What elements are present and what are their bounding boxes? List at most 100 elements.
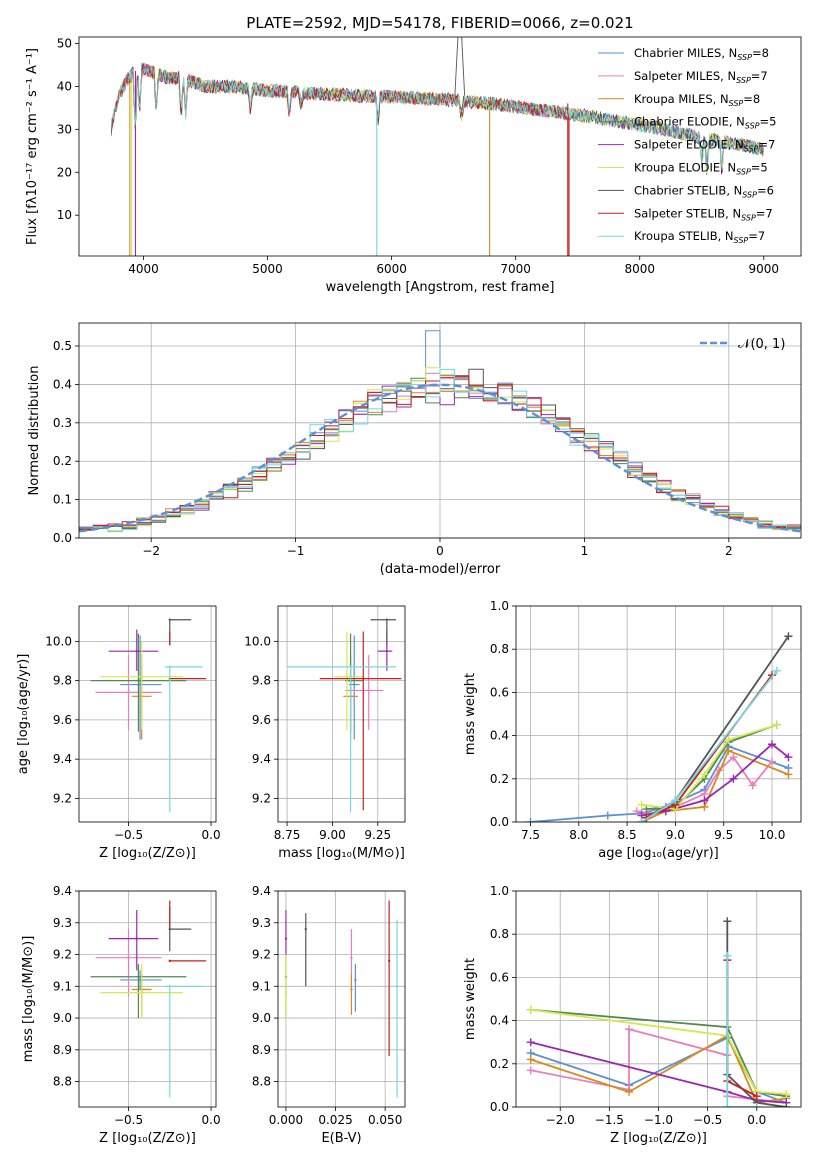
tick-label-y: 9.0 (53, 1011, 72, 1025)
weight-marker (729, 774, 738, 783)
weight-line (726, 960, 758, 1098)
data-point (135, 937, 138, 940)
data-point (138, 683, 142, 686)
plot-area (90, 900, 207, 1098)
legend-label: 𝒩(0, 1) (738, 337, 785, 352)
data-point (387, 959, 391, 963)
legend-label: Chabrier ELODIE, NSSP=5 (634, 115, 776, 131)
tick-label-x: 0.0 (747, 1113, 766, 1127)
data-point (127, 956, 130, 959)
tick-label-y: 1.0 (490, 599, 509, 613)
data-point (345, 675, 349, 678)
data-point (349, 665, 352, 669)
panel: −0.5 0.0 9.2 9.4 9.6 9.8 10.0 Z [log₁₀(Z/Z⊙)] ag… (16, 605, 221, 861)
legend-subscript: SSP (741, 213, 756, 222)
weight-marker (729, 753, 738, 762)
data-point (168, 618, 171, 621)
weight-marker (603, 811, 612, 820)
plot-area (90, 618, 207, 813)
plot-area (110, 37, 764, 256)
tick-label-y: 8.9 (53, 1043, 72, 1057)
legend-value: =6 (757, 183, 774, 197)
tick-label-x: 9.5 (714, 828, 733, 842)
tick-label-y: 0.5 (53, 339, 72, 353)
panel: 0.000 0.025 0.050 8.8 8.9 9.0 9.1 9.2 9.3 9.4 E(B-… (252, 884, 406, 1146)
tick-label-x: −2 (142, 544, 160, 558)
legend-label: Kroupa ELODIE, NSSP=5 (634, 161, 768, 177)
legend-label: Chabrier MILES, NSSP=8 (634, 46, 769, 62)
tick-label-y: 9.2 (53, 948, 72, 962)
data-point (168, 959, 171, 963)
weight-marker (724, 735, 733, 744)
legend-value: =7 (751, 69, 768, 83)
tick-label-x: 6000 (376, 262, 407, 276)
legend: 𝒩(0, 1) (700, 337, 785, 352)
legend-label: Chabrier STELIB, NSSP=6 (634, 183, 774, 199)
legend-value: =7 (758, 138, 775, 152)
axes-frame (78, 605, 217, 823)
tick-label-y: 0.0 (490, 815, 509, 829)
spectrum-spike (454, 37, 466, 100)
weight-marker (752, 1103, 761, 1107)
data-point (127, 691, 130, 694)
data-point (284, 937, 288, 940)
tick-label-y: 8.8 (53, 1075, 72, 1089)
legend-value: =7 (756, 206, 773, 220)
weight-marker (642, 805, 651, 814)
panel: −2 −1 0 1 2 0.0 0.1 0.2 0.3 0.4 0.5 (data-model)/er… (27, 322, 802, 577)
tick-label-y: 9.0 (252, 1011, 271, 1025)
grid (79, 606, 216, 822)
tick-label-x: 0.0 (202, 1113, 221, 1127)
tick-label-x: 5000 (252, 262, 283, 276)
weight-marker (625, 1087, 634, 1096)
tick-label-y: 1.0 (490, 884, 509, 898)
tick-label-x: 7000 (500, 262, 531, 276)
data-point (385, 649, 389, 653)
tick-label-y: 9.2 (53, 791, 72, 805)
weight-line (646, 723, 778, 810)
plot-area (284, 900, 399, 1098)
legend-subscript: SSP (736, 76, 751, 85)
tick-label-x: 8.5 (618, 828, 637, 842)
spectrum-line (112, 66, 764, 168)
legend-label: Kroupa MILES, NSSP=8 (634, 92, 760, 108)
tick-label-y: 9.4 (252, 752, 271, 766)
tick-label-x: 10.0 (759, 828, 786, 842)
tick-label-x: −2.0 (546, 1113, 575, 1127)
panel: −2.0 −1.5 −1.0 −0.5 0.0 0.0 0.2 0.4 0.6 0.8 1.0 Z [… (463, 884, 802, 1146)
weight-marker (526, 1066, 535, 1075)
weight-marker (526, 1038, 535, 1047)
tick-label-y: 8.8 (252, 1075, 271, 1089)
tick-label-y: 9.3 (53, 916, 72, 930)
x-axis-label: Z [log₁₀(Z/Z⊙)] (610, 1131, 707, 1146)
x-axis-label: mass [log₁₀(M/M⊙)] (278, 846, 405, 861)
weight-marker (671, 796, 680, 805)
figure-title: PLATE=2592, MJD=54178, FIBERID=0066, z=0… (246, 14, 633, 32)
weight-marker (782, 1103, 791, 1107)
weight-marker (723, 951, 732, 960)
tick-label-x: 7.5 (521, 828, 540, 842)
tick-label-y: 0.2 (490, 772, 509, 786)
tick-label-y: 10 (57, 208, 72, 222)
plot-area (79, 330, 801, 533)
grid (516, 605, 801, 823)
weight-marker (723, 917, 732, 926)
tick-label-x: 8.0 (569, 828, 588, 842)
legend-label: Kroupa STELIB, NSSP=7 (634, 229, 765, 245)
tick-label-x: 0.0 (202, 828, 221, 842)
weight-marker (782, 1090, 791, 1099)
tick-label-y: 9.4 (53, 752, 72, 766)
tick-label-y: 0.6 (490, 970, 509, 984)
legend-subscript: SSP (742, 190, 757, 199)
spectrum-line (112, 62, 764, 175)
panel: 4000 5000 6000 7000 8000 9000 10 20 30 40 50 wavele… (25, 36, 802, 295)
tick-label-y: 9.1 (53, 979, 72, 993)
tick-label-x: −0.5 (693, 1113, 722, 1127)
axes-frame (515, 890, 802, 1108)
data-point (140, 675, 143, 678)
tick-label-y: 40 (57, 79, 72, 93)
data-point (362, 677, 365, 680)
weight-marker (768, 740, 777, 749)
tick-label-y: 9.4 (252, 884, 271, 898)
